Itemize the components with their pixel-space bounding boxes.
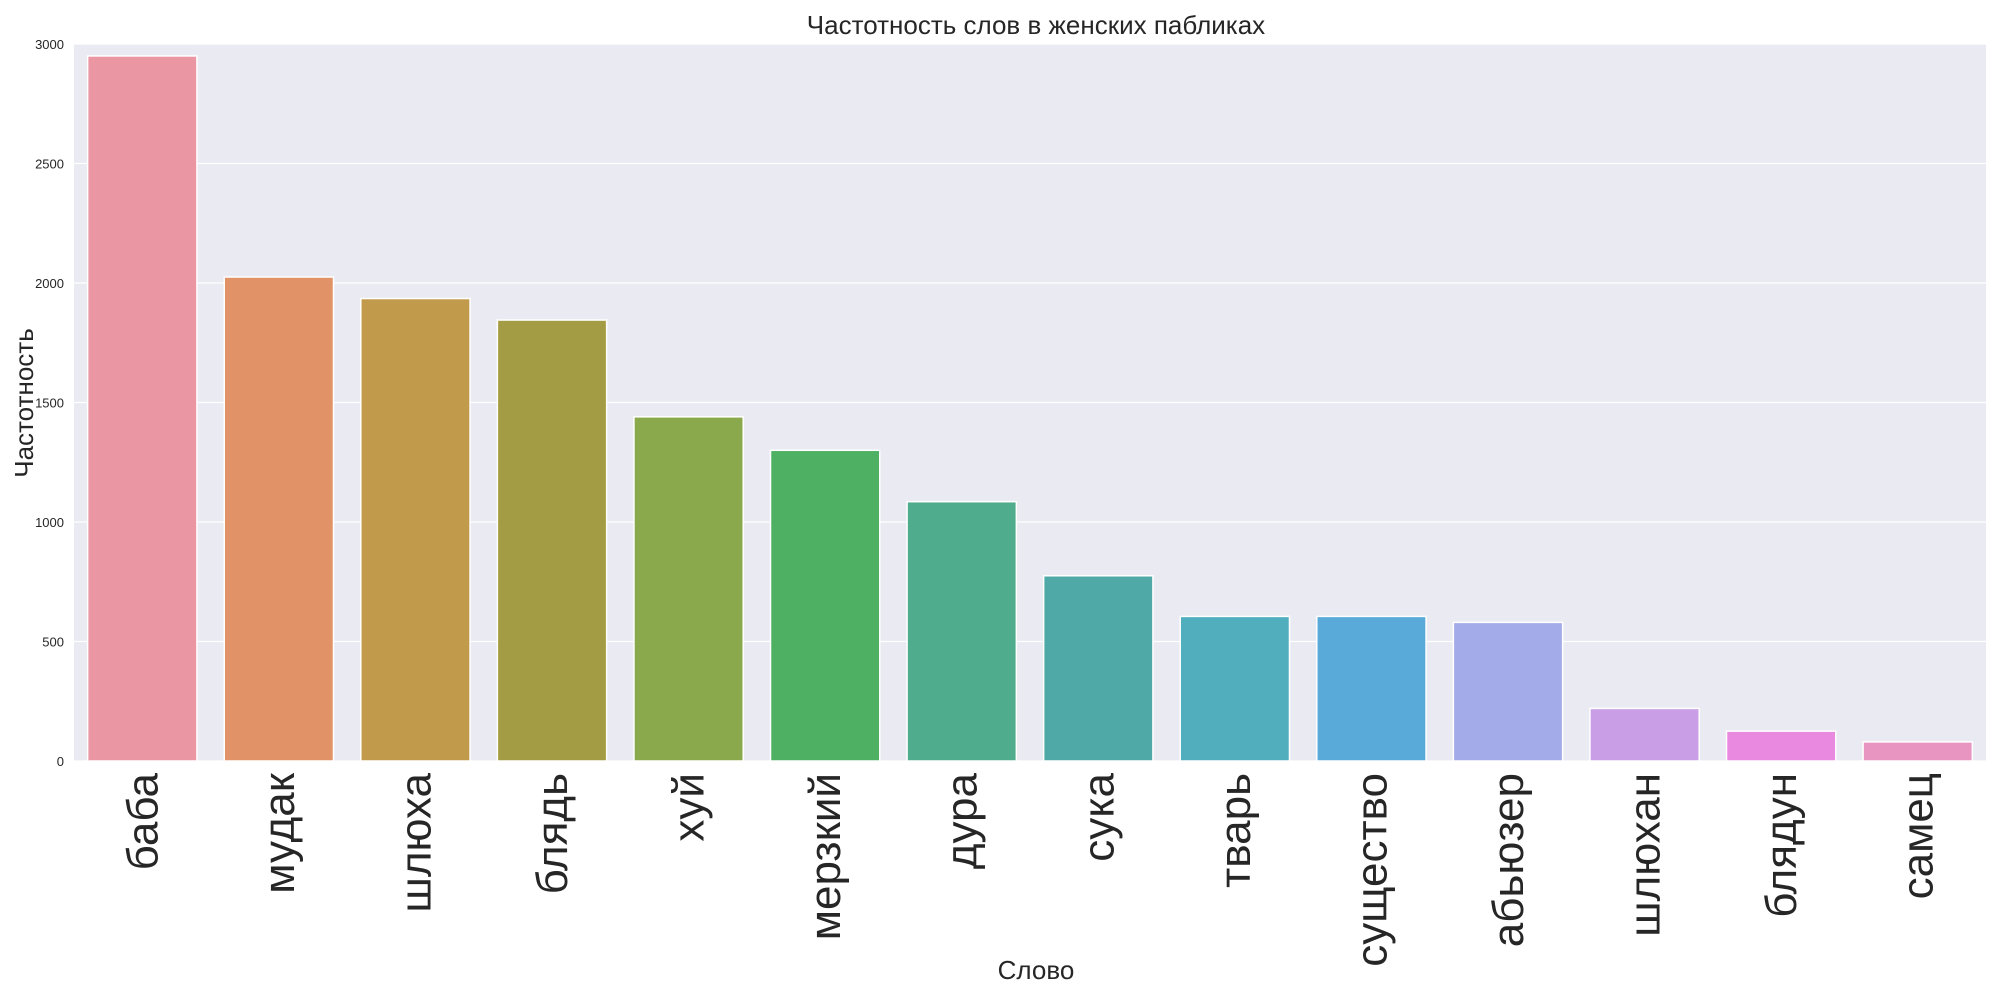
x-tick-label: баба: [118, 772, 167, 870]
x-tick-label: хуй: [665, 773, 714, 842]
x-tick-label: тварь: [1211, 773, 1260, 888]
bar-13: [1862, 741, 1974, 762]
x-tick-label: существо: [1347, 773, 1396, 967]
x-tick-label: блядь: [528, 773, 577, 894]
y-tick-label: 1500: [35, 396, 64, 411]
bar-9: [1316, 615, 1427, 762]
x-tick-label: мерзкий: [801, 773, 850, 940]
x-tick-label: абьюзер: [1484, 773, 1533, 947]
y-axis-label: Частотность: [9, 328, 39, 477]
x-tick-label: шлюха: [391, 772, 440, 912]
bar-1: [223, 276, 335, 762]
bar-5: [769, 449, 881, 762]
x-tick-label: мудак: [255, 772, 304, 893]
bars: [86, 55, 1974, 762]
x-tick-label: самец: [1894, 773, 1943, 899]
y-tick-label: 0: [57, 754, 64, 769]
y-tick-label: 1000: [35, 515, 64, 530]
bar-10: [1452, 621, 1564, 762]
bar-12: [1725, 730, 1837, 762]
bar-11: [1589, 707, 1700, 762]
x-tick-labels: баба мудак шлюха блядь хуй мерзкий дура сука тва…: [118, 772, 1942, 966]
bar-6: [906, 500, 1018, 762]
chart-title: Частотность слов в женских пабликах: [807, 10, 1265, 40]
x-tick-label: сука: [1074, 772, 1123, 861]
bar-2: [360, 297, 471, 762]
y-tick-label: 2000: [35, 276, 64, 291]
bar-0: [86, 55, 198, 762]
x-tick-label: блядун: [1757, 773, 1806, 918]
y-tick-label: 500: [42, 635, 64, 650]
y-tick-labels: 0 500 1000 1500 2000 2500 3000: [35, 37, 64, 769]
x-tick-label: шлюхан: [1621, 773, 1670, 937]
y-tick-label: 3000: [35, 37, 64, 52]
x-axis-label: Слово: [998, 955, 1075, 985]
bar-7: [1042, 575, 1154, 762]
bar-4: [633, 416, 744, 762]
bar-3: [496, 319, 608, 762]
bar-8: [1179, 615, 1291, 762]
y-tick-label: 2500: [35, 157, 64, 172]
x-tick-label: дура: [938, 772, 987, 869]
